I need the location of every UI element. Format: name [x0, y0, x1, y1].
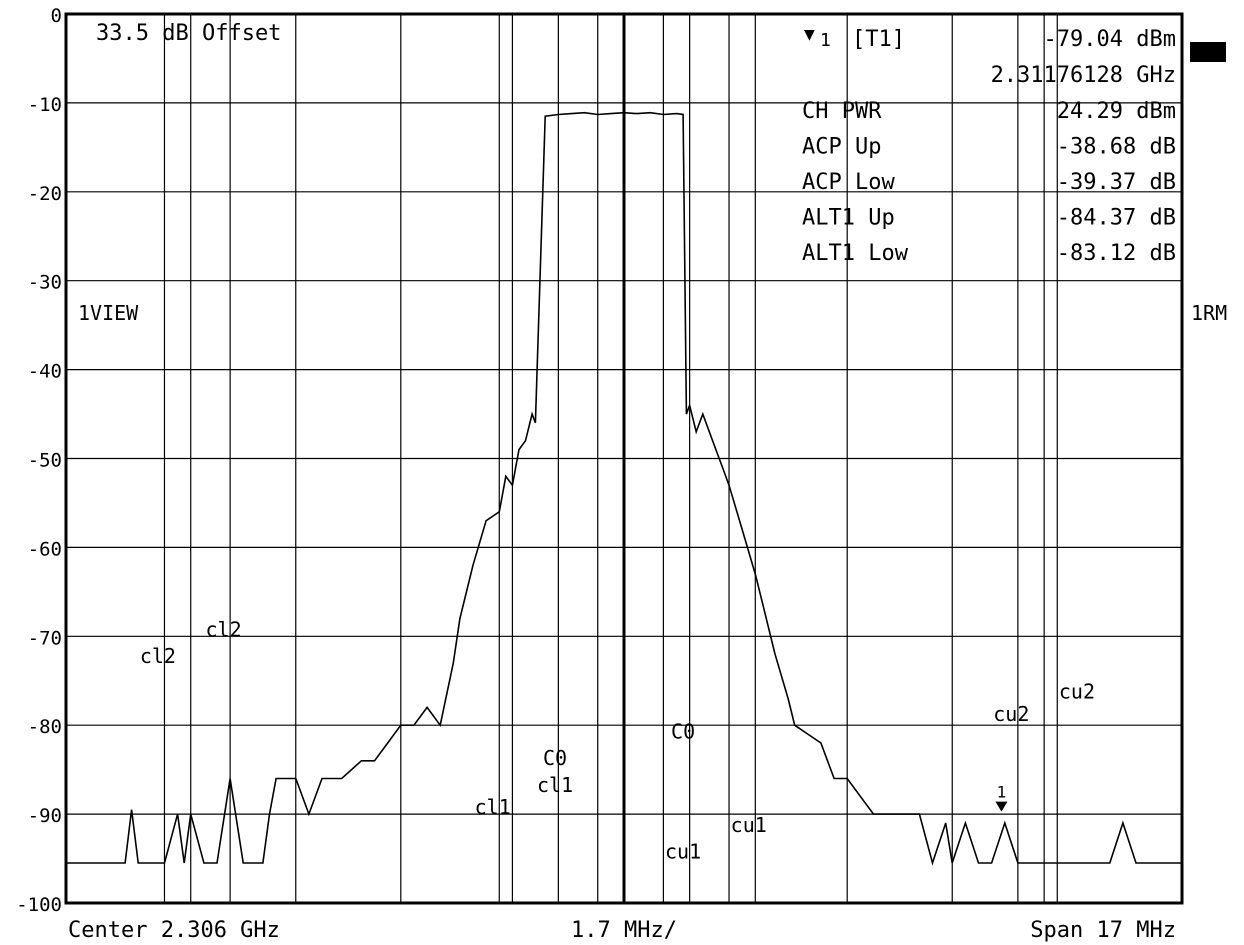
readout-value: -38.68 dB: [1057, 135, 1176, 160]
readout-label: ALT1 Low: [802, 241, 909, 266]
marker-value: -79.04 dBm: [1044, 27, 1176, 52]
channel-marker-label: cu1: [731, 813, 767, 837]
channel-marker-label: cu2: [993, 702, 1029, 726]
y-tick-label: -90: [28, 805, 62, 827]
marker-plot-number: 1: [997, 783, 1007, 802]
y-tick-label: 0: [51, 5, 62, 27]
readout-label: ACP Up: [802, 135, 881, 160]
channel-marker-label: cl2: [205, 617, 241, 641]
marker-symbol: ▼: [804, 24, 815, 45]
readout-label: ALT1 Up: [802, 206, 895, 231]
y-tick-label: -40: [28, 361, 62, 383]
channel-marker-label: C0: [543, 746, 567, 770]
y-tick-label: -50: [28, 450, 62, 472]
channel-marker-label: cu1: [665, 840, 701, 864]
y-tick-label: -20: [28, 183, 62, 205]
y-tick-labels: 0 -10 -20 -30 -40 -50 -60 -70 -80 -90 -100: [16, 5, 62, 916]
span: Span 17 MHz: [1030, 918, 1176, 943]
spectrum-trace: [66, 111, 1182, 866]
readout-value: -84.37 dB: [1057, 206, 1176, 231]
view-label: 1VIEW: [78, 301, 139, 325]
offset-label: 33.5 dB Offset: [96, 21, 281, 46]
channel-marker-label: C0: [671, 720, 695, 744]
readout-label: CH PWR: [802, 99, 882, 124]
marker-id: [T1]: [852, 27, 905, 52]
readout-value: -39.37 dB: [1057, 170, 1176, 195]
channel-marker-label: cl1: [475, 795, 511, 819]
measurement-readouts: CH PWR 24.29 dBm ACP Up -38.68 dB ACP Low -39…: [802, 99, 1176, 266]
y-tick-label: -100: [16, 894, 62, 916]
marker-triangle-icon: [995, 801, 1008, 812]
marker-number: 1: [820, 30, 831, 51]
readout-label: ACP Low: [802, 170, 895, 195]
y-tick-label: -60: [28, 538, 62, 560]
per-division: 1.7 MHz/: [571, 918, 677, 943]
y-tick-label: -80: [28, 716, 62, 738]
rm-label: 1RM: [1191, 301, 1227, 325]
center-frequency: Center 2.306 GHz: [68, 918, 280, 943]
readout-value: 24.29 dBm: [1057, 99, 1176, 124]
channel-marker-label: cl2: [140, 644, 176, 668]
status-block-icon: [1190, 42, 1226, 62]
channel-marker-label: cu2: [1059, 680, 1095, 704]
channel-markers: cl2 cl2 cl1 C0 cl1 C0 cu1 cu1 cu2 cu2: [140, 617, 1095, 863]
y-tick-label: -30: [28, 272, 62, 294]
marker-1: 1: [995, 783, 1008, 812]
marker-frequency: 2.31176128 GHz: [991, 63, 1176, 88]
y-tick-label: -10: [28, 94, 62, 116]
readout-value: -83.12 dB: [1057, 241, 1176, 266]
y-tick-label: -70: [28, 627, 62, 649]
channel-marker-label: cl1: [537, 773, 573, 797]
